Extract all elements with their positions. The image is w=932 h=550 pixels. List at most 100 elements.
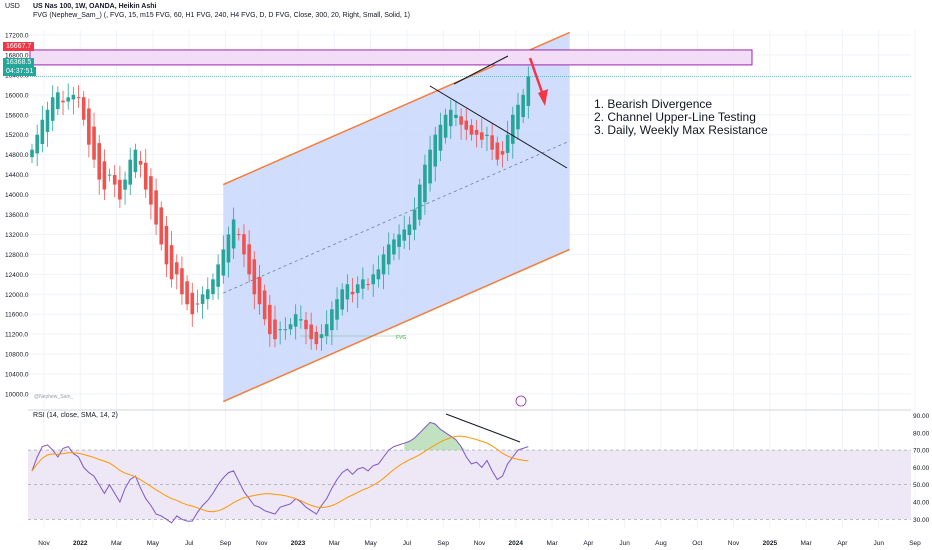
price-tick-label: 16800.0 <box>5 52 29 59</box>
price-tick-label: 14000.0 <box>5 192 29 199</box>
candle-body <box>454 114 458 119</box>
candle-body <box>66 97 70 102</box>
time-tick-label: May <box>147 540 160 547</box>
candles <box>30 66 531 351</box>
candle-body <box>76 97 81 99</box>
candle-body <box>448 109 453 127</box>
candle-body <box>340 289 344 310</box>
candle-body <box>180 268 184 295</box>
rsi-tick-label: 40.00 <box>913 500 930 507</box>
channel-fill <box>223 32 570 402</box>
price-tick-label: 13200.0 <box>5 232 29 239</box>
candle-body <box>397 234 401 247</box>
candle-body <box>386 244 391 265</box>
time-tick-label: Jun <box>873 540 884 547</box>
candle-body <box>252 259 257 295</box>
time-tick-label: May <box>364 540 377 547</box>
price-tick-label: 10800.0 <box>5 352 29 359</box>
candle-body <box>511 114 515 144</box>
time-tick-label: Jul <box>185 540 194 547</box>
indicator-legend[interactable]: FVG (Nephew_Sam_) (, FVG, 15, m15 FVG, 6… <box>33 12 410 19</box>
price-tick-label: 14800.0 <box>5 152 29 159</box>
time-tick-label: Nov <box>474 540 486 547</box>
candle-body <box>381 254 386 275</box>
rsi-overbought-fill <box>404 422 467 451</box>
candle-body <box>268 304 272 335</box>
candle-body <box>231 219 236 249</box>
candle-body <box>283 329 288 331</box>
time-tick-label: Mar <box>111 540 123 547</box>
time-tick-label: Apr <box>837 540 848 547</box>
rsi-tick-label: 80.00 <box>913 430 930 437</box>
analysis-notes: 1. Bearish Divergence 2. Channel Upper-L… <box>594 98 768 137</box>
candle-body <box>61 100 65 103</box>
candle-body <box>423 164 427 203</box>
candle-body <box>143 162 148 190</box>
candle-body <box>200 294 205 304</box>
descending-trendline <box>429 85 568 169</box>
price-tick-label: 12000.0 <box>5 292 29 299</box>
rsi-legend[interactable]: RSI (14, close, SMA, 14, 2) <box>33 412 118 419</box>
rsi-tick-label: 50.00 <box>913 482 930 489</box>
candle-body <box>237 233 241 235</box>
candle-body <box>102 161 107 190</box>
candle-body <box>221 249 226 276</box>
fvg-label: FVG <box>396 335 407 341</box>
candle-body <box>262 290 267 320</box>
countdown-badge: 04:37:51 <box>3 67 37 76</box>
time-tick-label: Sep <box>437 540 449 547</box>
candle-body <box>56 92 60 110</box>
time-tick-label: Sep <box>220 540 232 547</box>
candle-body <box>87 108 91 145</box>
time-tick-label: Apr <box>583 540 594 547</box>
rsi-tick-label: 70.00 <box>913 448 930 455</box>
rsi-tick-label: 90.00 <box>913 413 930 420</box>
candle-body <box>128 159 133 185</box>
divergence-line-price <box>453 55 509 85</box>
candle-body <box>71 94 76 100</box>
candle-body <box>464 120 469 130</box>
channel-lower-line <box>222 248 570 403</box>
candle-body <box>288 324 293 330</box>
time-tick-label: 2025 <box>763 540 778 547</box>
candle-body <box>118 179 122 200</box>
candle-body <box>516 104 520 130</box>
candle-body <box>402 229 407 241</box>
candle-body <box>355 284 360 294</box>
price-tick-label: 12400.0 <box>5 272 29 279</box>
time-tick-label: 2022 <box>73 540 88 547</box>
candle-body <box>521 94 525 118</box>
price-tick-label: 16000.0 <box>5 92 29 99</box>
price-tick-label: 15200.0 <box>5 132 29 139</box>
divergence-line-rsi <box>445 413 521 443</box>
zone-price-badge: 16667.7 <box>3 42 35 51</box>
price-tick-label: 17200.0 <box>5 32 29 39</box>
candle-body <box>366 284 370 286</box>
rsi-tick-label: 30.00 <box>913 517 930 524</box>
price-tick-label: 14400.0 <box>5 172 29 179</box>
candle-body <box>35 134 39 154</box>
time-tick-label: Nov <box>38 540 50 547</box>
candle-body <box>45 109 50 132</box>
time-tick-label: Nov <box>728 540 740 547</box>
rsi-tick-label: 60.00 <box>913 465 930 472</box>
rsi-ma-line <box>31 435 529 513</box>
candle-body <box>314 331 319 345</box>
candle-body <box>40 119 45 145</box>
candle-body <box>97 143 102 180</box>
time-tick-label: Mar <box>546 540 558 547</box>
note-2: 2. Channel Upper-Line Testing <box>594 110 756 124</box>
candle-body <box>123 179 127 190</box>
trend-lines <box>300 55 568 407</box>
candle-body <box>345 284 350 300</box>
candle-body <box>50 97 55 121</box>
price-tick-label: 11200.0 <box>5 332 28 339</box>
price-tick-label: 13600.0 <box>5 212 29 219</box>
candle-body <box>407 224 412 236</box>
candle-body <box>133 149 138 173</box>
candle-body <box>495 142 500 160</box>
price-tick-label: 11600.0 <box>5 312 28 319</box>
axes: 10000.0 10400.0 10800.0 11200.0 11600.0 12000… <box>5 32 930 547</box>
price-tick-label: 10400.0 <box>5 372 29 379</box>
